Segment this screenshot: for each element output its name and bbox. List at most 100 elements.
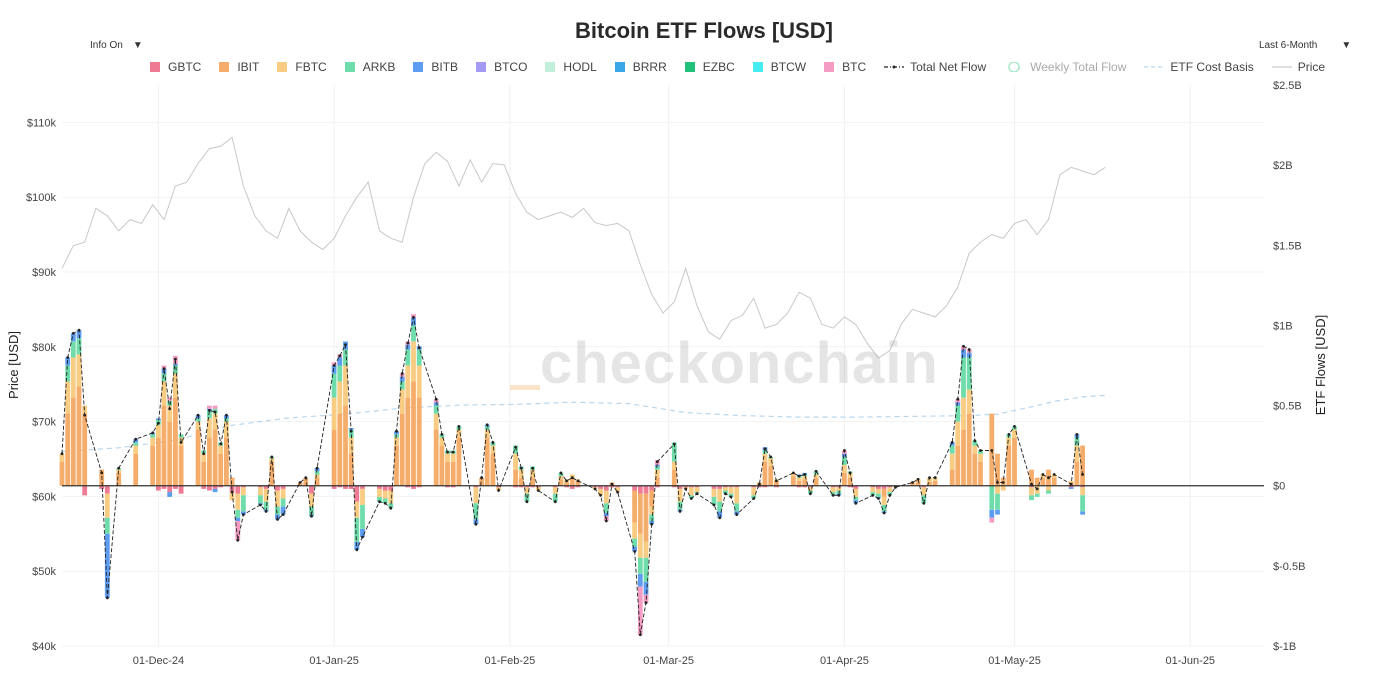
flow-bar-gbtc [603, 485, 609, 491]
total-net-flow-point [378, 500, 381, 504]
legend-item-etf-cost-basis[interactable]: ETF Cost Basis [1144, 60, 1254, 74]
total-net-flow-point [837, 493, 841, 497]
flow-bar-gbtc [1080, 485, 1085, 488]
flow-bar-gbtc [450, 485, 456, 488]
flow-bar-bitb [433, 402, 439, 406]
flow-bar-fbtc [456, 429, 462, 438]
total-net-flow-point [134, 437, 138, 441]
total-net-flow-point [916, 477, 920, 481]
flow-bar-arkb [133, 442, 139, 446]
flow-bar-arkb [224, 418, 229, 422]
total-net-flow-point [298, 481, 302, 484]
total-net-flow-point [230, 490, 234, 494]
total-net-flow-point [979, 449, 982, 452]
legend-swatch [614, 62, 625, 72]
total-net-flow-point [678, 510, 682, 513]
range-dropdown[interactable]: Last 6-Month ▼ [1259, 40, 1351, 51]
flow-bar-ibit [955, 445, 961, 486]
legend-label: EZBC [702, 60, 735, 74]
legend-item-btcw[interactable]: BTCW [752, 60, 806, 74]
flow-bar-gbtc [496, 485, 501, 488]
legend-item-brrr[interactable]: BRRR [614, 60, 667, 74]
flow-bar-bitb [235, 517, 241, 521]
flow-bar-bitb [734, 511, 740, 515]
legend-item-hodl[interactable]: HODL [545, 60, 597, 74]
flow-bar-arkb [195, 418, 201, 422]
flow-bar-ibit [564, 482, 569, 486]
legend-item-weekly-total-flow[interactable]: Weekly Total Flow [1004, 60, 1126, 74]
flow-bar-ibit [212, 429, 218, 486]
flow-bar-arkb [405, 349, 411, 366]
flow-bar-fbtc [490, 445, 496, 454]
flow-bar-fbtc [830, 487, 836, 493]
legend-item-ibit[interactable]: IBIT [219, 60, 259, 74]
flow-bar-bitb [842, 453, 847, 457]
total-net-flow-point [610, 482, 614, 486]
legend-item-arkb[interactable]: ARKB [344, 60, 395, 74]
flow-bar-btc [411, 314, 416, 318]
total-net-flow-point [417, 346, 421, 350]
flow-bar-fbtc [688, 487, 694, 496]
total-net-flow-point [480, 476, 483, 480]
total-net-flow-point [763, 447, 767, 451]
flow-bar-ibit [762, 461, 768, 486]
flow-bar-ibit [518, 477, 524, 486]
legend-item-btco[interactable]: BTCO [476, 60, 527, 74]
flow-bar-fbtc [927, 477, 932, 483]
flow-bar-fbtc [195, 421, 201, 430]
flow-bar-btc [961, 346, 966, 350]
flow-bar-gbtc [637, 485, 643, 494]
flow-bar-bitb [360, 529, 365, 537]
flow-bar-bitb [76, 330, 82, 339]
flow-bar-arkb [813, 471, 819, 475]
legend-item-btc[interactable]: BTC [824, 60, 866, 74]
range-dropdown-label: Last 6-Month [1259, 40, 1318, 51]
total-net-flow-point [792, 471, 795, 475]
total-net-flow-point [644, 601, 648, 605]
flow-bar-gbtc [173, 485, 178, 489]
legend-item-bitb[interactable]: BITB [413, 60, 458, 74]
flow-bar-gbtc [609, 485, 615, 488]
flow-bar-fbtc [643, 541, 649, 558]
total-net-flow-point [848, 471, 852, 475]
legend-item-ezbc[interactable]: EZBC [684, 60, 735, 74]
legend-swatch [476, 62, 487, 72]
flow-bar-fbtc [343, 365, 348, 406]
flow-bar-fbtc [156, 424, 161, 438]
info-dropdown[interactable]: Info On ▼ [90, 40, 143, 51]
flow-bar-fbtc [734, 487, 740, 504]
flow-bar-arkb [258, 495, 263, 504]
total-net-flow-point [157, 421, 160, 425]
total-net-flow-point [655, 460, 659, 464]
total-net-flow-point [950, 441, 954, 444]
flow-bar-fbtc [201, 453, 207, 462]
flow-bar-ibit [995, 453, 1000, 486]
flow-bar-ibit [439, 445, 445, 486]
flow-bar-ibit [802, 479, 808, 486]
flow-bar-arkb [473, 503, 479, 520]
flow-bar-gbtc [853, 485, 859, 489]
flow-bar-gbtc [808, 485, 813, 488]
flow-bar-gbtc [530, 485, 535, 488]
flow-bar-arkb [995, 493, 1000, 510]
flow-bar-ibit [348, 453, 354, 486]
total-net-flow-point [208, 409, 211, 412]
flow-bar-gbtc [717, 485, 723, 489]
legend-item-total-net-flow[interactable]: Total Net Flow [884, 60, 986, 74]
flow-bar-fbtc [161, 381, 167, 406]
flow-bar-gbtc [830, 485, 836, 488]
flow-bar-btc [433, 399, 439, 403]
total-net-flow-point [831, 493, 835, 497]
flow-bar-fbtc [791, 472, 796, 477]
flow-bar-gbtc [280, 485, 286, 489]
legend-item-fbtc[interactable]: FBTC [277, 60, 327, 74]
flow-bar-fbtc [978, 453, 983, 462]
legend-item-price[interactable]: Price [1271, 60, 1325, 74]
legend-item-gbtc[interactable]: GBTC [150, 60, 201, 74]
flow-bar-arkb [717, 501, 723, 512]
total-net-flow-point [956, 397, 960, 401]
total-net-flow-point [724, 492, 727, 496]
flow-bar-gbtc [201, 485, 207, 489]
legend-swatch [884, 65, 905, 69]
flow-bar-fbtc [133, 445, 139, 454]
